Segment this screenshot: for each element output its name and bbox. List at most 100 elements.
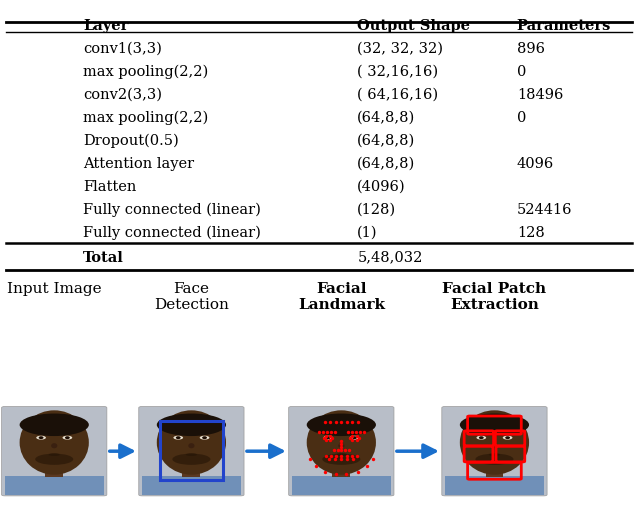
Ellipse shape [36,436,46,439]
FancyBboxPatch shape [2,407,107,496]
Ellipse shape [20,410,89,474]
Point [343,428,353,436]
Ellipse shape [503,436,512,439]
Bar [5,475,103,494]
Text: 0: 0 [517,111,526,124]
Ellipse shape [39,436,43,439]
Bar [45,468,63,477]
Ellipse shape [307,414,376,436]
Point [324,455,334,463]
Ellipse shape [336,453,347,456]
Text: ( 64,16,16): ( 64,16,16) [357,87,438,102]
Point [336,452,346,460]
Ellipse shape [479,436,484,439]
Point [341,452,352,460]
Ellipse shape [477,436,486,439]
Text: (64,8,8): (64,8,8) [357,134,415,148]
Point [353,468,363,476]
Ellipse shape [460,414,529,436]
Ellipse shape [460,410,529,474]
Point [362,462,372,470]
Point [336,443,346,451]
Point [342,455,352,463]
Ellipse shape [157,414,226,436]
Text: Attention layer: Attention layer [83,157,194,171]
Point [355,428,365,436]
Text: Input Image: Input Image [7,282,101,296]
Ellipse shape [202,436,207,439]
Point [333,446,343,454]
Point [352,452,362,460]
Ellipse shape [491,443,498,448]
Ellipse shape [489,453,500,456]
Ellipse shape [322,453,360,465]
Point [336,417,346,426]
Text: conv1(3,3): conv1(3,3) [83,42,162,56]
Text: 4096: 4096 [517,157,554,171]
Bar [142,475,241,494]
Text: 18496: 18496 [517,87,563,102]
Text: (1): (1) [357,226,378,240]
Point [319,433,329,442]
FancyBboxPatch shape [441,407,547,496]
Ellipse shape [200,436,209,439]
Point [342,417,352,426]
Text: 524416: 524416 [517,203,572,217]
Text: (32, 32, 32): (32, 32, 32) [357,42,443,56]
Bar [486,468,503,477]
Point [352,432,362,440]
Text: 5,48,032: 5,48,032 [357,251,422,265]
Point [353,417,363,426]
Point [311,462,321,470]
FancyBboxPatch shape [138,407,244,496]
Point [339,446,350,454]
Point [367,455,378,463]
Point [326,452,336,460]
Ellipse shape [326,436,330,439]
Text: Output Shape: Output Shape [357,20,470,33]
Ellipse shape [48,453,60,456]
Point [331,452,341,460]
Ellipse shape [350,436,359,439]
Ellipse shape [505,436,510,439]
Text: Dropout(0.5): Dropout(0.5) [83,134,179,148]
Bar [332,468,350,477]
Ellipse shape [172,453,211,465]
Point [341,470,352,479]
Text: (128): (128) [357,203,396,217]
Point [326,428,336,436]
Text: Facial Patch
Extraction: Facial Patch Extraction [442,282,547,313]
Text: (64,8,8): (64,8,8) [357,111,415,124]
Bar [445,475,544,494]
Text: conv2(3,3): conv2(3,3) [83,87,162,102]
Text: Total: Total [83,251,124,265]
Point [336,446,346,454]
Ellipse shape [323,436,333,439]
Point [320,468,330,476]
Ellipse shape [35,453,73,465]
Point [348,455,359,463]
Bar [292,475,390,494]
Point [351,428,361,436]
Text: max pooling(2,2): max pooling(2,2) [83,111,208,125]
Point [336,455,346,463]
Point [331,470,341,479]
Point [359,428,369,436]
Text: 896: 896 [517,42,545,56]
Ellipse shape [475,453,514,465]
Point [327,433,338,442]
Text: ( 32,16,16): ( 32,16,16) [357,65,438,79]
Ellipse shape [186,453,197,456]
Text: Face
Detection: Face Detection [154,282,229,313]
Point [305,455,315,463]
Point [347,417,357,426]
Bar [160,421,223,480]
Bar [182,468,200,477]
Point [352,435,362,444]
Point [325,432,336,440]
Point [347,432,357,440]
Point [353,433,364,442]
Point [347,435,357,444]
Text: 0: 0 [517,65,526,79]
Point [330,455,341,463]
